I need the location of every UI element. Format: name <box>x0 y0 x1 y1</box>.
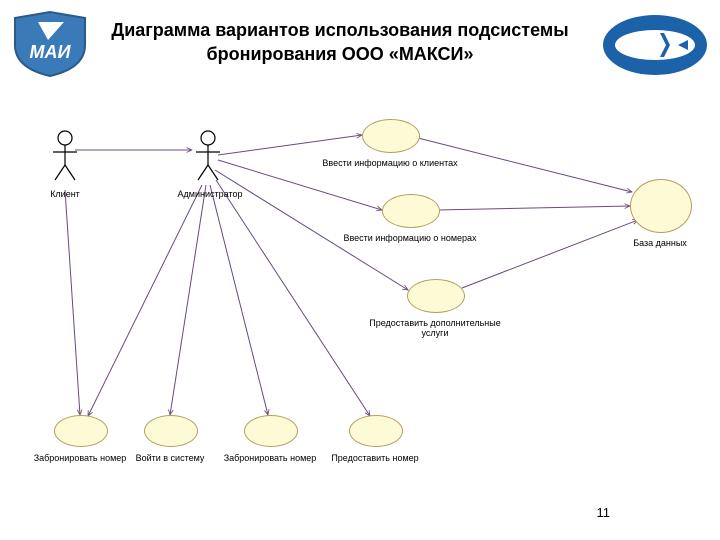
usecase-label-uc_db: База данных <box>580 239 720 249</box>
actor-admin-label: Администратор <box>170 190 250 200</box>
use-case-diagram: Клиент Администратор Ввести информацию о… <box>20 90 700 500</box>
right-logo <box>600 10 710 85</box>
actor-client-label: Клиент <box>43 190 87 200</box>
usecase-uc_provide <box>349 415 403 447</box>
edge-admin-uc_login <box>170 185 206 415</box>
usecase-label-uc_provide: Предоставить номер <box>295 454 455 464</box>
usecase-uc_services <box>407 279 465 313</box>
usecase-uc_rooms <box>382 194 440 228</box>
usecase-uc_clients <box>362 119 420 153</box>
edge-client-uc_book1 <box>65 190 80 415</box>
usecase-label-uc_clients: Ввести информацию о клиентах <box>310 159 470 169</box>
edge-admin-uc_provide <box>216 180 370 416</box>
usecase-uc_book1 <box>54 415 108 447</box>
edge-uc_rooms-uc_db <box>438 206 630 210</box>
title-line1: Диаграмма вариантов использования подсис… <box>111 20 568 40</box>
usecase-label-uc_rooms: Ввести информацию о номерах <box>330 234 490 244</box>
svg-text:МАИ: МАИ <box>30 42 72 62</box>
edge-admin-uc_clients <box>218 135 362 155</box>
actor-client <box>50 130 80 190</box>
usecase-uc_login <box>144 415 198 447</box>
edge-uc_services-uc_db <box>462 220 638 288</box>
edge-admin-uc_book2 <box>210 185 268 415</box>
usecase-label-uc_services: Предоставить дополнительные услуги <box>355 319 515 339</box>
usecase-uc_book2 <box>244 415 298 447</box>
title-line2: бронирования ООО «МАКСИ» <box>206 44 473 64</box>
usecase-uc_db <box>630 179 692 233</box>
page-number: 11 <box>597 505 611 520</box>
edge-admin-uc_book1 <box>88 185 202 416</box>
mai-logo: МАИ <box>10 10 90 83</box>
page-title: Диаграмма вариантов использования подсис… <box>100 18 580 67</box>
actor-admin <box>193 130 223 190</box>
